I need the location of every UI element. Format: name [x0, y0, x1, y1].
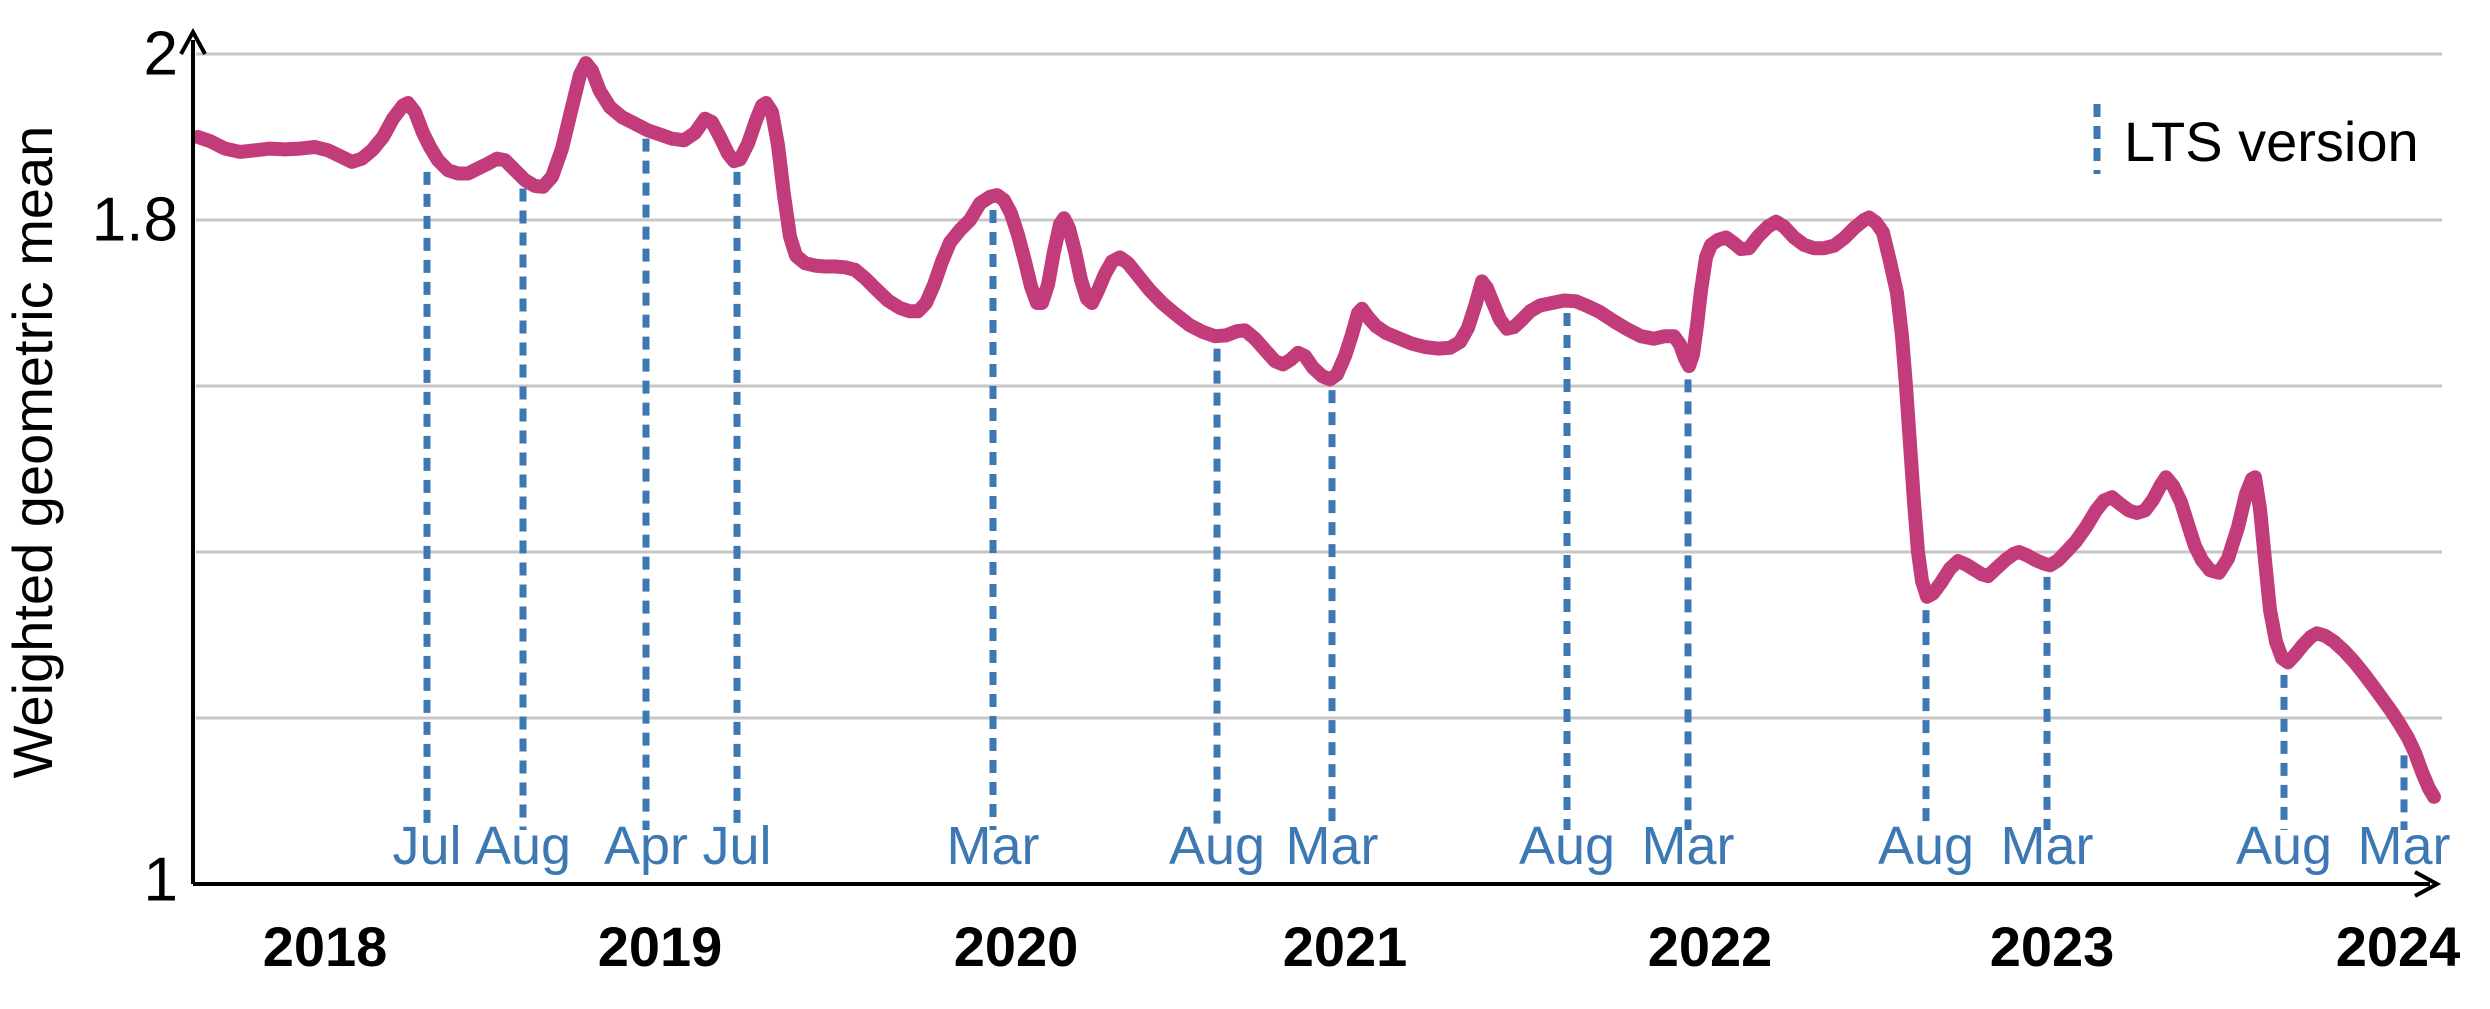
x-axis-arrow-icon: [2414, 870, 2442, 898]
y-tick-label: 2: [144, 20, 178, 89]
y-tick-labels: 21.81: [92, 20, 178, 915]
y-axis-arrow-icon: [179, 27, 207, 55]
lts-month-label: Aug: [1169, 816, 1265, 876]
x-year-label: 2018: [263, 915, 388, 978]
lts-month-label: Aug: [2236, 816, 2332, 876]
lts-month-label: Jul: [392, 816, 461, 876]
gridlines: [196, 52, 2442, 720]
lts-month-label: Mar: [2001, 816, 2094, 876]
x-year-label: 2021: [1283, 915, 1408, 978]
x-year-label: 2024: [2336, 915, 2461, 978]
x-year-label: 2020: [954, 915, 1079, 978]
x-year-labels: 2018 2019 2020 2021 2022 2023 2024: [263, 915, 2461, 978]
y-axis-title: Weighted geometric mean: [1, 126, 64, 779]
series-line: [191, 56, 2441, 804]
lts-marker-lines: Jul Aug Apr Jul Mar Aug Mar Aug Mar Aug Mar Aug Mar: [392, 138, 2451, 876]
y-tick-label: 1.8: [92, 186, 178, 255]
legend: LTS version: [2093, 104, 2419, 174]
x-year-label: 2022: [1648, 915, 1773, 978]
lts-month-label: Mar: [947, 816, 1040, 876]
legend-label: LTS version: [2124, 110, 2419, 173]
y-tick-label: 1: [144, 846, 178, 915]
axes: [179, 27, 2442, 898]
lts-month-label: Aug: [1519, 816, 1615, 876]
x-year-label: 2023: [1990, 915, 2115, 978]
lts-month-label: Mar: [2358, 816, 2451, 876]
lts-month-label: Aug: [1878, 816, 1974, 876]
series-lines: [191, 56, 2441, 804]
lts-month-label: Mar: [1642, 816, 1735, 876]
lts-month-label: Apr: [604, 816, 688, 876]
lts-month-label: Aug: [475, 816, 571, 876]
lts-month-label: Mar: [1286, 816, 1379, 876]
lts-month-label: Jul: [702, 816, 771, 876]
x-year-label: 2019: [598, 915, 723, 978]
